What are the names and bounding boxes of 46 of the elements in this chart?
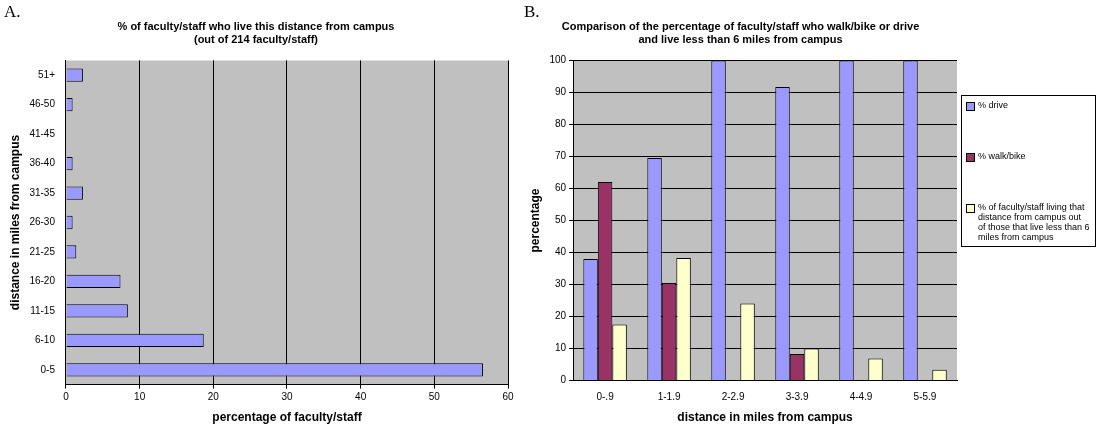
y-tick-label: 6-10 (34, 334, 56, 346)
x-tick-label: 3-3.9 (785, 391, 809, 403)
y-tick-label: 10 (554, 342, 567, 354)
y-tick-label: 51+ (38, 68, 56, 80)
x-tick-label: 30 (281, 391, 293, 403)
x-axis-title: distance in miles from campus (677, 410, 854, 425)
text: B. (524, 2, 540, 22)
chart-title: % of faculty/staff who live this distance from campus (out of 214 faculty/staff) (117, 19, 395, 45)
x-tick-label: 0 (63, 391, 70, 403)
y-tick-label: 11-15 (30, 304, 56, 316)
y-tick-label: 36-40 (29, 157, 56, 169)
x-tick-label: 1-1.9 (657, 391, 681, 403)
text: A. (4, 2, 21, 22)
x-tick-label: 50 (428, 391, 441, 403)
y-tick-label: 26-30 (29, 216, 56, 228)
chart-title: Comparison of the percentage of faculty/staff who walk/bike or drive and live less than 6 miles from campus (561, 19, 920, 45)
y-tick-label: 20 (554, 310, 567, 322)
x-tick-label: 0-.9 (596, 391, 615, 403)
x-tick-label: 20 (207, 391, 220, 403)
y-tick-label: 50 (554, 214, 567, 226)
x-tick-label: 5-5.9 (913, 391, 937, 403)
y-tick-label: 41-45 (29, 127, 56, 139)
y-tick-label: 60 (554, 182, 567, 194)
y-tick-label: 80 (554, 118, 567, 130)
x-tick-label: 2-2.9 (721, 391, 745, 403)
x-tick-label: 60 (502, 391, 514, 403)
y-tick-label: 16-20 (29, 275, 56, 287)
y-tick-label: 70 (554, 150, 567, 162)
y-tick-label: 30 (554, 278, 567, 290)
y-tick-label: 100 (549, 54, 567, 66)
y-axis-title: percentage (527, 188, 542, 253)
y-tick-label: 0 (560, 374, 567, 386)
legend-label: % of faculty/staff living that distance from campus out of those that live less than 6 miles from campus (978, 202, 1091, 242)
y-tick-label: 21-25 (29, 245, 56, 257)
y-tick-label: 90 (554, 86, 567, 98)
y-tick-label: 31-35 (29, 186, 56, 198)
y-tick-label: 0-5 (40, 363, 56, 375)
x-axis-title: percentage of faculty/staff (212, 410, 363, 425)
y-axis-title: distance in miles from campus (7, 134, 22, 311)
y-tick-label: 46-50 (29, 98, 56, 110)
legend-label: % drive (978, 100, 1009, 110)
x-tick-label: 10 (134, 391, 146, 403)
x-tick-label: 40 (355, 391, 367, 403)
legend-label: % walk/bike (978, 151, 1026, 161)
y-tick-label: 40 (554, 246, 567, 258)
x-tick-label: 4-4.9 (849, 391, 873, 403)
